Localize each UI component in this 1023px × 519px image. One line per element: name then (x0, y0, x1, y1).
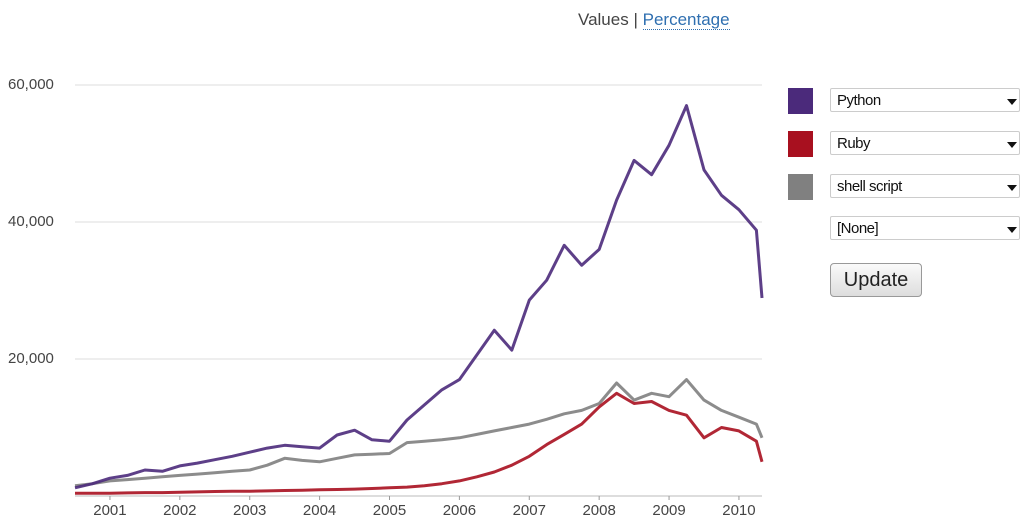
x-tick-label: 2009 (652, 502, 685, 519)
percentage-link[interactable]: Percentage (642, 10, 730, 30)
x-tick-label: 2003 (233, 502, 266, 519)
x-tick-label: 2007 (513, 502, 546, 519)
y-tick-label: 20,000 (8, 350, 54, 367)
chart: 20,000 40,000 60,000 2001 2002 2003 2004 2005 20… (8, 76, 764, 519)
x-tick-label: 2010 (722, 502, 755, 519)
update-button[interactable]: Update (830, 263, 922, 297)
legend-swatch (788, 131, 813, 157)
series-line (74, 378, 764, 488)
series-select[interactable]: Python (830, 88, 1020, 112)
x-tick-label: 2004 (303, 502, 336, 519)
legend-swatch (788, 88, 813, 114)
series-select[interactable]: shell script (830, 174, 1020, 198)
view-toggle: Values | Percentage (578, 10, 730, 30)
legend-swatch (788, 174, 813, 200)
values-label[interactable]: Values (578, 10, 629, 29)
x-tick-label: 2006 (443, 502, 476, 519)
y-tick-label: 40,000 (8, 213, 54, 230)
x-tick-label: 2008 (582, 502, 615, 519)
series-select[interactable]: [None] (830, 216, 1020, 240)
series-line (75, 391, 764, 495)
x-tick-label: 2002 (163, 502, 196, 519)
series-select[interactable]: Ruby (830, 131, 1020, 155)
x-tick-label: 2005 (373, 502, 406, 519)
y-tick-label: 60,000 (8, 76, 54, 93)
x-tick-label: 2001 (93, 502, 126, 519)
series-line (74, 104, 764, 490)
separator: | (633, 10, 638, 29)
